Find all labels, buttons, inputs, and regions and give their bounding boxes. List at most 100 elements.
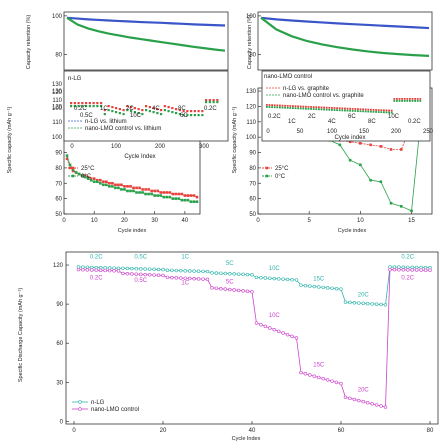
tl-series-point	[180, 192, 184, 196]
bt-series-point	[228, 272, 232, 276]
tr-rate-point	[388, 109, 390, 112]
tr-series-point	[359, 163, 362, 167]
bt-series-point	[294, 278, 299, 282]
tl-rate-point	[122, 113, 125, 116]
tl-legend-marker	[71, 166, 75, 170]
tl-series-point	[74, 171, 78, 174]
tl-series-point	[123, 185, 126, 188]
tr-ytick-label: 90	[249, 151, 256, 157]
bt-series-point	[330, 286, 334, 290]
bt-series-point	[339, 287, 343, 291]
bt-series-point	[85, 268, 90, 272]
tr-rate-point	[383, 111, 385, 114]
tr-rate-point	[362, 108, 364, 111]
tr-rate-xtick-label: 200	[391, 129, 402, 135]
bt-series-point	[223, 271, 228, 276]
tl-inset-rate-label: n-LG	[68, 76, 82, 82]
bt-series-point	[152, 267, 156, 272]
tr-rate-legend-label: nano-LMO control vs. graphite	[283, 93, 364, 99]
tl-rate-point	[145, 109, 148, 112]
tl-series-point	[183, 194, 187, 197]
bt-series-point	[268, 326, 272, 330]
tl-ytick-label: 50	[55, 212, 62, 218]
bt-series-point	[205, 269, 210, 274]
tl-rate-point	[208, 101, 211, 104]
panel-bottom: Specific Discharge Capacity (mAh g⁻¹) Cy…	[18, 251, 439, 442]
tl-inset-top-ylabel: Capacity retention (%)	[26, 15, 32, 70]
bt-annotation-nlg: 1C	[181, 255, 189, 261]
tl-series-point	[174, 192, 178, 196]
bt-series-point	[348, 396, 352, 401]
tr-rate-point	[411, 100, 414, 102]
tr-rate-label: 0.2C	[268, 114, 281, 120]
tr-rate-point	[328, 108, 331, 111]
bt-series-point	[214, 286, 219, 290]
tr-rate-point	[344, 107, 346, 110]
bt-series-point	[321, 285, 325, 290]
tr-ytick-label: 60	[249, 197, 256, 203]
tl-rate-point	[111, 106, 114, 109]
tr-rate-point	[307, 107, 310, 110]
bt-series-point	[165, 268, 170, 272]
tl-rate-legend-label: nano-LMO control vs. lithium	[85, 126, 161, 132]
tl-rate-point	[156, 112, 159, 115]
tl-inset-top-series: 80 100	[52, 14, 226, 59]
bt-series-point	[352, 397, 357, 402]
tr-rate-point	[338, 107, 341, 110]
bt-annotation-lmo: 0.2C	[401, 275, 414, 281]
bt-xtick-label: 0	[72, 428, 76, 434]
tl-rate-legend-label: n-LG vs. lithium	[85, 119, 127, 125]
tr-rate-point	[396, 100, 398, 102]
tl-rate-xtick-label: 300	[199, 144, 210, 150]
tr-series-point	[389, 201, 393, 205]
tl-rate-point	[96, 105, 99, 108]
bt-series-point	[277, 277, 281, 281]
tl-rate-point	[73, 102, 76, 105]
tr-ytick-label: 50	[249, 212, 256, 218]
tl-series-point	[141, 188, 144, 191]
tl-series-point	[192, 194, 196, 197]
tl-rate-point	[171, 111, 174, 114]
tl-rate-point	[70, 102, 73, 105]
bt-series-point	[236, 288, 241, 293]
bt-annotation-nlg: 5C	[226, 261, 234, 267]
bt-series-point	[94, 268, 98, 272]
tr-rate-point	[284, 104, 286, 107]
tl-series-point	[89, 178, 93, 182]
bt-xtick-label: 80	[427, 428, 434, 434]
tl-ytick-label: 60	[55, 197, 62, 203]
tl-rate-point	[171, 107, 174, 110]
tl-rate-point	[126, 105, 129, 108]
bt-series-point	[366, 401, 370, 405]
tl-xtick-label: 30	[151, 218, 158, 224]
tl-rate-point	[100, 102, 103, 105]
tr-rate-point	[367, 108, 370, 111]
bt-series-point	[414, 268, 419, 272]
tr-rate-point	[289, 107, 292, 109]
tl-rate-point	[152, 111, 155, 114]
bt-series-point	[343, 300, 348, 304]
tl-rate-point	[178, 109, 181, 112]
tr-rate-point	[351, 107, 354, 110]
bt-series-point	[285, 332, 290, 337]
bt-series-point	[277, 329, 281, 334]
tr-rate-point	[284, 106, 286, 109]
bt-series-point	[188, 269, 192, 273]
tr-rate-point	[305, 107, 307, 110]
tl-series-point	[83, 174, 87, 177]
tr-rate-point	[338, 109, 341, 112]
tr-rate-point	[273, 104, 276, 107]
bt-series-point	[330, 379, 334, 383]
tl-rate-point	[137, 108, 140, 111]
tl-rate-label: 2C	[126, 106, 134, 112]
tr-rate-point	[396, 98, 398, 100]
bt-series-point	[263, 324, 268, 329]
bt-series-point	[116, 269, 121, 273]
tl-series-point	[86, 177, 90, 180]
tl-rate-label: 0.5C	[80, 113, 93, 119]
bt-series-point	[254, 275, 259, 280]
tl-series-point	[111, 185, 114, 188]
tl-rate-point	[107, 109, 110, 112]
tr-rate-point	[302, 105, 305, 108]
tr-rate-point	[328, 106, 331, 109]
